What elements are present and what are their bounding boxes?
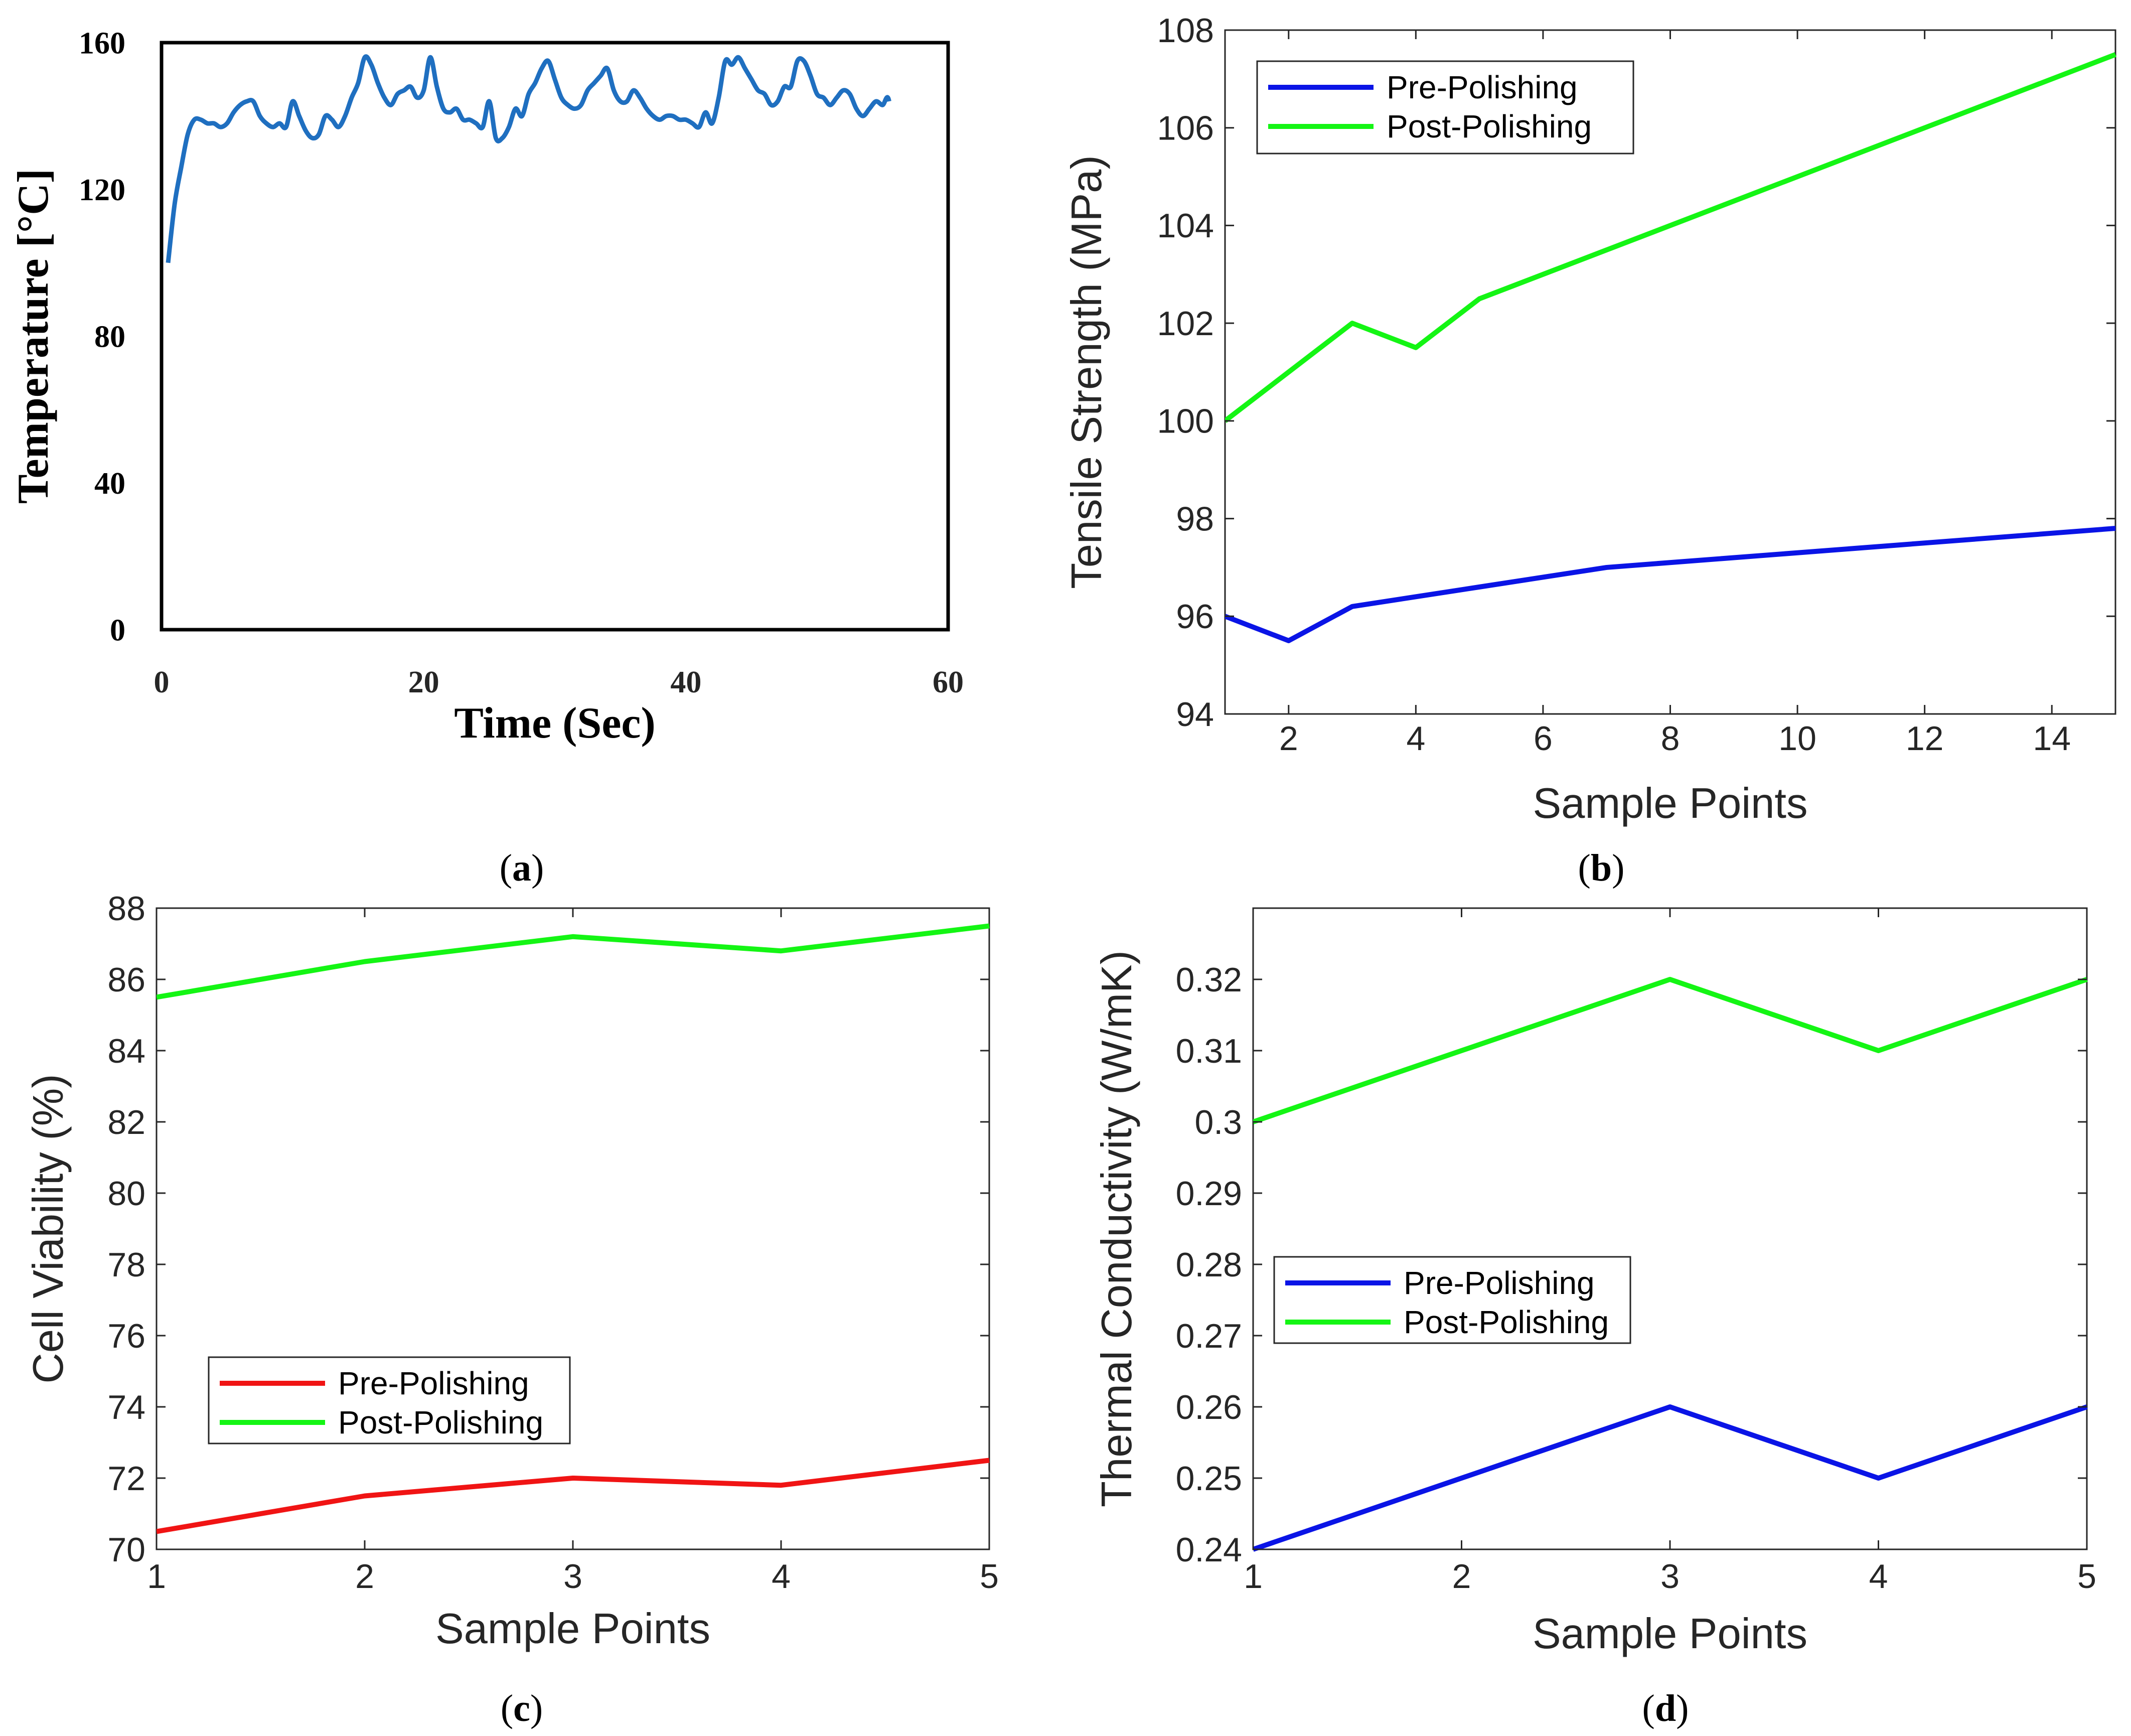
x-tick-label: 5	[2077, 1557, 2096, 1596]
legend-box	[208, 1356, 571, 1444]
plot-frame	[160, 41, 950, 632]
legend-box	[1273, 1256, 1631, 1344]
y-tick-label: 70	[107, 1531, 145, 1569]
x-axis-label: Sample Points	[1533, 1610, 1807, 1658]
x-tick-label: 6	[1534, 719, 1553, 758]
x-tick-label: 10	[1778, 719, 1816, 758]
y-axis-label: Thermal Conductivity (W/mK)	[1093, 950, 1141, 1507]
y-tick-label: 102	[1157, 305, 1214, 343]
x-tick-label: 60	[933, 665, 964, 699]
series-line-pre-polishing	[1225, 526, 2116, 643]
y-axis-label: Temperature [°C]	[9, 169, 58, 504]
series-line-post-polishing	[1225, 52, 2116, 423]
x-tick-label: 5	[980, 1557, 999, 1596]
y-axis-label: Cell Viability (%)	[25, 1074, 72, 1383]
chart-panel-4: 1 2 3 4 5 0.24 0.25 0.26 0.27 0.28 0.29 0.3 0.31 0.32…	[1093, 907, 2096, 1729]
plot-frame	[156, 907, 990, 1550]
y-tick-label: 108	[1157, 12, 1214, 50]
series-line-post-polishing	[1253, 977, 2088, 1124]
y-tick-label: 0.32	[1176, 961, 1242, 999]
x-tick-label: 0	[154, 665, 170, 699]
y-tick-label: 82	[107, 1103, 145, 1141]
y-tick-label: 72	[107, 1460, 145, 1498]
y-tick-label: 86	[107, 961, 145, 999]
y-tick-label: 88	[107, 890, 145, 928]
y-tick-label: 84	[107, 1032, 145, 1070]
y-tick-label: 0.3	[1194, 1103, 1242, 1141]
plot-frame	[1252, 907, 2088, 1550]
y-tick-label: 76	[107, 1317, 145, 1355]
series-line-pre-polishing	[157, 1458, 990, 1534]
x-tick-label: 40	[670, 665, 701, 699]
x-tick-label: 2	[355, 1557, 374, 1596]
x-tick-label: 1	[147, 1557, 166, 1596]
legend-entry: Post-Polishing	[1404, 1304, 1609, 1340]
y-tick-label: 74	[107, 1388, 145, 1426]
series-line-post-polishing	[157, 923, 990, 1000]
legend-entry: Post-Polishing	[338, 1404, 543, 1440]
y-tick-label: 80	[107, 1175, 145, 1213]
y-tick-label: 78	[107, 1246, 145, 1284]
y-tick-label: 0.27	[1176, 1317, 1242, 1355]
y-tick-label: 96	[1176, 598, 1214, 636]
x-tick-label: 3	[563, 1557, 582, 1596]
x-tick-label: 4	[772, 1557, 791, 1596]
chart-panel-1: 0 20 40 60 0 40 80 120 160 Time (Sec) Temperature …	[9, 27, 964, 889]
x-tick-label: 2	[1279, 719, 1298, 758]
y-tick-label: 0.29	[1176, 1175, 1242, 1213]
y-tick-label: 104	[1157, 207, 1214, 245]
legend-entry: Pre-Polishing	[1387, 69, 1578, 105]
y-tick-label: 120	[79, 173, 125, 207]
x-tick-label: 8	[1661, 719, 1680, 758]
y-tick-label: 0.31	[1176, 1032, 1242, 1070]
x-axis-label: Time (Sec)	[454, 699, 656, 748]
y-tick-label: 40	[94, 467, 125, 501]
x-tick-label: 12	[1906, 719, 1944, 758]
y-tick-label: 160	[79, 27, 125, 61]
y-tick-label: 94	[1176, 695, 1214, 734]
x-tick-label: 4	[1869, 1557, 1888, 1596]
y-tick-label: 80	[94, 320, 125, 354]
y-axis-label: Tensile Strength (MPa)	[1063, 155, 1111, 589]
panel-label: (a)	[500, 847, 544, 889]
x-tick-label: 4	[1406, 719, 1425, 758]
x-tick-label: 20	[408, 665, 439, 699]
y-tick-label: 0.28	[1176, 1246, 1242, 1284]
legend-entry: Pre-Polishing	[1404, 1265, 1595, 1301]
chart-panel-2: 2 4 6 8 10 12 14 94 96 98 100 102 104 106 108 Sample Po…	[1063, 12, 2116, 889]
legend-box	[1256, 60, 1634, 155]
y-tick-label: 98	[1176, 500, 1214, 538]
y-tick-label: 106	[1157, 109, 1214, 148]
series-line-pre-polishing	[1253, 1404, 2088, 1552]
y-tick-label: 0.24	[1176, 1531, 1242, 1569]
x-axis-label: Sample Points	[435, 1605, 710, 1653]
x-axis-label: Sample Points	[1533, 780, 1807, 827]
panel-label: (d)	[1642, 1687, 1689, 1729]
x-tick-label: 3	[1660, 1557, 1680, 1596]
chart-panel-3: 1 2 3 4 5 70 72 74 76 78 80 82 84 86 88 Sample Points Ce…	[25, 890, 999, 1729]
x-tick-label: 1	[1244, 1557, 1263, 1596]
y-tick-label: 0.25	[1176, 1460, 1242, 1498]
x-tick-label: 14	[2033, 719, 2071, 758]
y-tick-label: 0.26	[1176, 1388, 1242, 1426]
y-tick-label: 100	[1157, 402, 1214, 441]
panel-label: (c)	[501, 1687, 543, 1729]
panel-label: (b)	[1578, 847, 1625, 889]
y-tick-label: 0	[110, 614, 125, 648]
legend-entry: Pre-Polishing	[338, 1365, 529, 1401]
series-line-temperature	[166, 54, 891, 263]
x-tick-label: 2	[1452, 1557, 1471, 1596]
legend-entry: Post-Polishing	[1387, 108, 1592, 144]
